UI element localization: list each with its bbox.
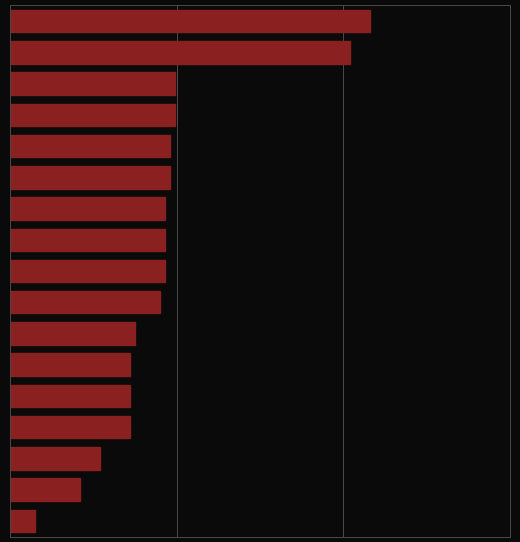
Bar	[10, 10, 370, 33]
Bar	[10, 104, 175, 126]
Bar	[10, 509, 35, 532]
Bar	[10, 166, 170, 189]
Bar	[10, 229, 165, 251]
Bar	[10, 385, 130, 407]
Bar	[10, 291, 160, 313]
Bar	[10, 197, 165, 220]
Bar	[10, 353, 130, 376]
Bar	[10, 447, 100, 470]
Bar	[10, 479, 80, 501]
Bar	[10, 322, 135, 345]
Bar	[10, 135, 170, 157]
Bar	[10, 416, 130, 438]
Bar	[10, 41, 350, 63]
Bar	[10, 72, 175, 95]
Bar	[10, 260, 165, 282]
